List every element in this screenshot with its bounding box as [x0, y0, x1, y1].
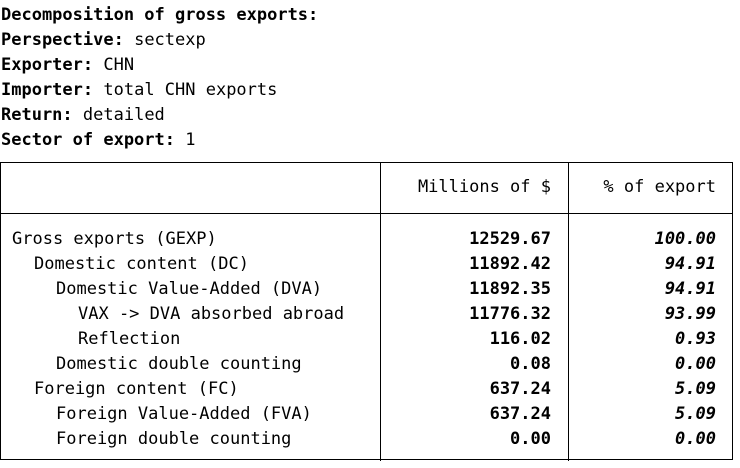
return-value: detailed: [82, 105, 165, 125]
column-header-percent: % of export: [603, 177, 716, 197]
column-header-millions: Millions of $: [417, 177, 551, 197]
row-label: Foreign Value-Added (FVA): [56, 404, 312, 424]
importer-key: Importer:: [1, 80, 94, 100]
row-value-percent: 94.91: [664, 254, 716, 274]
column-divider-1: [380, 163, 381, 461]
row-value-millions: 0.00: [510, 429, 551, 449]
row-label: Domestic double counting: [56, 354, 302, 374]
row-value-millions: 11892.42: [469, 254, 551, 274]
table-row: Gross exports (GEXP) 12529.67 100.00: [1, 227, 732, 252]
exporter-value: CHN: [103, 55, 135, 75]
row-value-millions: 0.08: [510, 354, 551, 374]
table-row: Foreign content (FC) 637.24 5.09: [1, 377, 732, 402]
row-value-percent: 94.91: [664, 279, 716, 299]
row-value-millions: 116.02: [489, 329, 551, 349]
row-label: Domestic content (DC): [34, 254, 249, 274]
row-value-millions: 637.24: [489, 404, 551, 424]
output-title: Decomposition of gross exports:: [1, 5, 319, 25]
row-label: VAX -> DVA absorbed abroad: [78, 304, 345, 324]
row-label: Gross exports (GEXP): [12, 229, 217, 249]
table-row: Reflection 116.02 0.93: [1, 327, 732, 352]
row-value-percent: 100.00: [654, 229, 716, 249]
sector-value: 1: [185, 130, 196, 150]
importer-line: Importer: total CHN exports: [1, 78, 318, 103]
row-label: Domestic Value-Added (DVA): [56, 279, 323, 299]
row-value-percent: 93.99: [664, 304, 716, 324]
row-value-percent: 5.09: [675, 379, 716, 399]
row-value-percent: 5.09: [675, 404, 716, 424]
row-value-percent: 0.93: [675, 329, 716, 349]
column-divider-2: [568, 163, 569, 461]
row-label: Foreign double counting: [56, 429, 292, 449]
return-line: Return: detailed: [1, 103, 318, 128]
exporter-line: Exporter: CHN: [1, 53, 318, 78]
importer-value: total CHN exports: [103, 80, 278, 100]
table-row: VAX -> DVA absorbed abroad 11776.32 93.99: [1, 302, 732, 327]
header-rule: [1, 213, 732, 214]
table-row: Domestic content (DC) 11892.42 94.91: [1, 252, 732, 277]
row-value-millions: 11776.32: [469, 304, 551, 324]
exporter-key: Exporter:: [1, 55, 94, 75]
return-key: Return:: [1, 105, 73, 125]
table-row: Domestic Value-Added (DVA) 11892.35 94.91: [1, 277, 732, 302]
table-row: Domestic double counting 0.08 0.00: [1, 352, 732, 377]
row-value-millions: 637.24: [489, 379, 551, 399]
perspective-line: Perspective: sectexp: [1, 28, 318, 53]
perspective-value: sectexp: [134, 30, 206, 50]
sector-line: Sector of export: 1: [1, 128, 318, 153]
perspective-key: Perspective:: [1, 30, 124, 50]
table-row: Foreign double counting 0.00 0.00: [1, 427, 732, 452]
row-value-millions: 12529.67: [469, 229, 551, 249]
sector-key: Sector of export:: [1, 130, 175, 150]
row-value-percent: 0.00: [675, 429, 716, 449]
decomposition-table: Millions of $ % of export Gross exports …: [0, 162, 733, 461]
row-value-millions: 11892.35: [469, 279, 551, 299]
row-label: Reflection: [78, 329, 181, 349]
output-header: Decomposition of gross exports: Perspect…: [1, 3, 318, 153]
table-row: Foreign Value-Added (FVA) 637.24 5.09: [1, 402, 732, 427]
row-label: Foreign content (FC): [34, 379, 239, 399]
row-value-percent: 0.00: [675, 354, 716, 374]
